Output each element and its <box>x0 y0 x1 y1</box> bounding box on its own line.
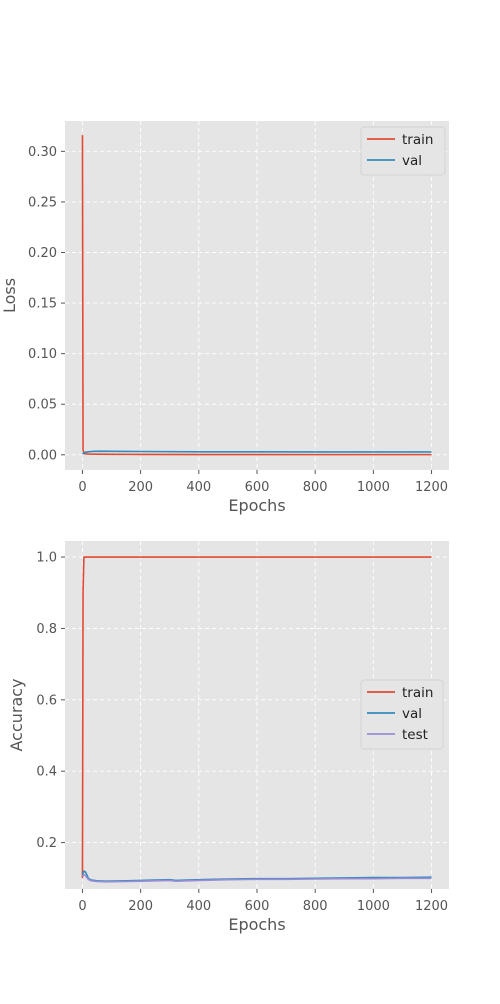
y-tick-label: 0.25 <box>28 195 57 210</box>
x-tick-label: 1000 <box>357 480 390 495</box>
y-tick-label: 0.8 <box>36 622 57 637</box>
x-tick-label: 200 <box>128 899 153 914</box>
y-tick-label: 0.30 <box>28 145 57 160</box>
y-tick-label: 1.0 <box>36 551 57 566</box>
series-line-val <box>81 450 432 455</box>
y-tick-label: 0.6 <box>36 693 57 708</box>
x-tick-label: 800 <box>303 899 328 914</box>
accuracy-chart: 0 200 400 600 800 1000 1200 0.2 0.4 0.6 0.8 1.0 Epoc… <box>7 541 449 934</box>
y-tick-label: 0.20 <box>28 246 57 261</box>
legend-box <box>360 679 444 750</box>
x-axis-label: Epochs <box>228 915 285 934</box>
legend-label-val: val <box>402 153 422 169</box>
legend-label-val: val <box>402 706 422 722</box>
x-tick-label: 0 <box>78 480 86 495</box>
loss-chart: 0 200 400 600 800 1000 1200 0.00 0.05 0.10 0.15 0.2… <box>0 121 449 515</box>
x-tick-label: 400 <box>186 899 211 914</box>
x-tick-label: 600 <box>245 480 270 495</box>
y-tick-label: 0.10 <box>28 347 57 362</box>
y-tick-label: 0.4 <box>36 765 57 780</box>
legend-label-train: train <box>402 685 433 701</box>
x-tick-label: 600 <box>245 899 270 914</box>
x-tick-label: 1200 <box>415 480 448 495</box>
legend-label-train: train <box>402 132 433 148</box>
legend-label-test: test <box>402 727 428 743</box>
y-tick-label: 0.2 <box>36 836 57 851</box>
series-line-test <box>81 873 432 883</box>
y-tick-label: 0.05 <box>28 398 57 413</box>
x-tick-label: 200 <box>128 480 153 495</box>
series-line-train <box>81 556 432 879</box>
y-axis-label: Accuracy <box>7 678 26 751</box>
y-tick-label: 0.00 <box>28 448 57 463</box>
x-tick-label: 800 <box>303 480 328 495</box>
x-tick-label: 0 <box>78 899 86 914</box>
x-tick-label: 400 <box>186 480 211 495</box>
y-axis-label: Loss <box>0 278 19 313</box>
x-axis-label: Epochs <box>228 496 285 515</box>
y-tick-label: 0.15 <box>28 297 57 312</box>
x-tick-label: 1000 <box>357 899 390 914</box>
x-tick-label: 1200 <box>415 899 448 914</box>
